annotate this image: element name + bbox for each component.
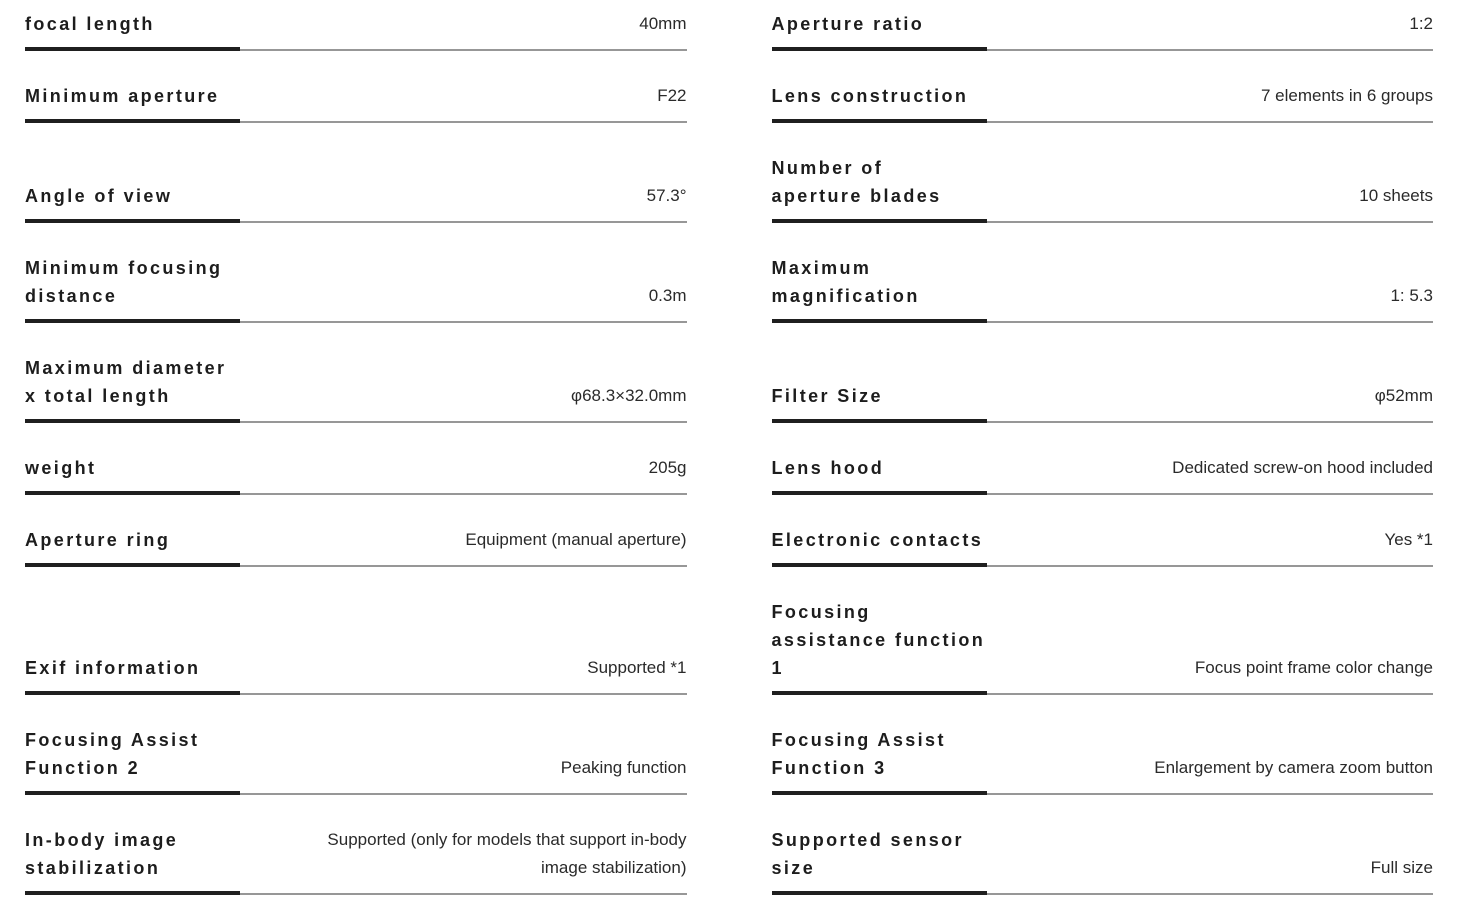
spec-row-electronic-contacts: Electronic contacts Yes *1	[771, 526, 1434, 567]
spec-row-exif-information: Exif information Supported *1	[25, 654, 687, 695]
spec-row-lens-construction: Lens construction 7 elements in 6 groups	[771, 82, 1434, 123]
spec-row-filter-size: Filter Size φ52mm	[771, 382, 1434, 423]
spec-label: Angle of view	[25, 186, 173, 206]
row-divider	[771, 47, 1434, 51]
spec-label: Focusing assistance function 1	[771, 602, 986, 678]
row-divider	[771, 691, 1434, 695]
spec-table: focal length 40mm Aperture ratio 1:2 Min…	[25, 10, 1433, 895]
row-divider	[25, 319, 687, 323]
row-divider	[771, 891, 1434, 895]
row-divider	[771, 419, 1434, 423]
spec-label: Minimum focusing distance	[25, 258, 223, 306]
spec-label: Electronic contacts	[771, 530, 984, 550]
spec-label: focal length	[25, 14, 155, 34]
spec-row-focus-assist-2: Focusing Assist Function 2 Peaking funct…	[25, 726, 687, 795]
spec-value: 7 elements in 6 groups	[1261, 86, 1433, 105]
row-divider	[25, 219, 687, 223]
spec-value: 205g	[648, 458, 687, 477]
spec-label: Supported sensor size	[771, 830, 964, 878]
spec-label: Aperture ratio	[771, 14, 925, 34]
row-divider	[25, 891, 687, 895]
spec-value: Yes *1	[1384, 530, 1433, 549]
spec-value: Supported (only for models that support …	[327, 830, 687, 877]
spec-label: Focusing Assist Function 2	[25, 730, 200, 778]
spec-row-focal-length: focal length 40mm	[25, 10, 687, 51]
spec-row-minimum-focusing-distance: Minimum focusing distance 0.3m	[25, 254, 687, 323]
row-divider	[25, 419, 687, 423]
spec-value: Full size	[1370, 858, 1433, 877]
spec-row-supported-sensor-size: Supported sensor size Full size	[771, 826, 1434, 895]
spec-row-angle-of-view: Angle of view 57.3°	[25, 182, 687, 223]
spec-row-lens-hood: Lens hood Dedicated screw-on hood includ…	[771, 454, 1434, 495]
spec-value: φ52mm	[1374, 386, 1433, 405]
spec-value: 1:2	[1409, 14, 1433, 33]
row-divider	[25, 119, 687, 123]
spec-label: Lens hood	[771, 458, 885, 478]
spec-row-minimum-aperture: Minimum aperture F22	[25, 82, 687, 123]
spec-row-focus-assist-3: Focusing Assist Function 3 Enlargement b…	[771, 726, 1434, 795]
spec-label: Aperture ring	[25, 530, 171, 550]
spec-value: Peaking function	[560, 758, 687, 777]
spec-row-weight: weight 205g	[25, 454, 687, 495]
row-divider	[25, 691, 687, 695]
spec-value: Enlargement by camera zoom button	[1154, 758, 1433, 777]
row-divider	[771, 563, 1434, 567]
spec-label: Exif information	[25, 658, 201, 678]
spec-label: Maximum magnification	[771, 258, 920, 306]
spec-value: Equipment (manual aperture)	[465, 530, 687, 549]
spec-label: weight	[25, 458, 97, 478]
spec-row-maximum-magnification: Maximum magnification 1: 5.3	[771, 254, 1434, 323]
row-divider	[771, 119, 1434, 123]
spec-row-max-diameter-length: Maximum diameter x total length φ68.3×32…	[25, 354, 687, 423]
spec-value: Supported *1	[587, 658, 687, 677]
spec-value: Focus point frame color change	[1194, 658, 1433, 677]
spec-label: Lens construction	[771, 86, 969, 106]
spec-label: Minimum aperture	[25, 86, 220, 106]
spec-label: Number of aperture blades	[771, 158, 942, 206]
spec-row-focus-assist-1: Focusing assistance function 1 Focus poi…	[771, 598, 1434, 695]
spec-value: 1: 5.3	[1390, 286, 1433, 305]
spec-row-aperture-blades: Number of aperture blades 10 sheets	[771, 154, 1434, 223]
spec-value: 40mm	[639, 14, 687, 33]
spec-value: 10 sheets	[1359, 186, 1433, 205]
spec-label: Focusing Assist Function 3	[771, 730, 946, 778]
row-divider	[771, 791, 1434, 795]
row-divider	[771, 219, 1434, 223]
spec-value: 0.3m	[648, 286, 687, 305]
spec-label: Maximum diameter x total length	[25, 358, 227, 406]
spec-label: In-body image stabilization	[25, 830, 179, 878]
spec-label: Filter Size	[771, 386, 883, 406]
row-divider	[25, 563, 687, 567]
spec-row-aperture-ratio: Aperture ratio 1:2	[771, 10, 1434, 51]
row-divider	[771, 319, 1434, 323]
spec-value: F22	[657, 86, 687, 105]
row-divider	[25, 491, 687, 495]
row-divider	[25, 47, 687, 51]
spec-value: 57.3°	[646, 186, 687, 205]
spec-value: φ68.3×32.0mm	[571, 386, 687, 405]
row-divider	[25, 791, 687, 795]
spec-row-aperture-ring: Aperture ring Equipment (manual aperture…	[25, 526, 687, 567]
spec-value: Dedicated screw-on hood included	[1172, 458, 1433, 477]
spec-row-in-body-stabilization: In-body image stabilization Supported (o…	[25, 826, 687, 895]
row-divider	[771, 491, 1434, 495]
